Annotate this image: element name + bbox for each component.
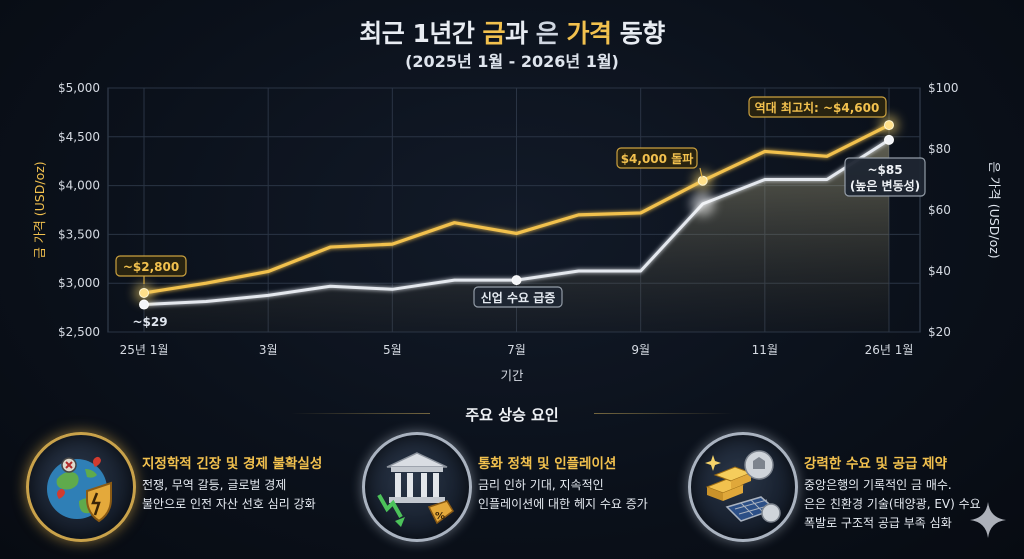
sparkle-icon: [970, 502, 1006, 538]
left-tick-label: $4,500: [58, 130, 100, 144]
factor-monetary-policy: % 통화 정책 및 인플레이션 금리 인하 기대, 지속적인 인플레이션에 대한…: [362, 432, 682, 542]
silver-point: [884, 134, 894, 145]
annotation-record-box: [748, 96, 887, 118]
left-tick-label: $4,000: [58, 179, 100, 193]
factor-demand-supply: 강력한 수요 및 공급 제약 중앙은행의 기록적인 금 매수. 은은 친환경 기…: [688, 432, 1008, 542]
chart-axes: $2,500 $3,000 $3,500 $4,000 $4,500 $5,000 $20 $…: [32, 81, 1002, 383]
factor-description: 전쟁, 무역 갈등, 글로벌 경제 불안으로 인전 자산 선호 심리 강화: [142, 478, 316, 511]
x-tick-label: 11월: [752, 343, 778, 357]
annotation-pointer: [699, 167, 703, 178]
left-tick-label: $5,000: [58, 81, 100, 95]
silver-area-fill: [144, 139, 889, 332]
gold-point: [884, 120, 894, 131]
annotation-volatility: (높은 변동성): [850, 178, 920, 193]
x-tick-label: 26년 1월: [865, 343, 914, 357]
annotation-silver-end-box: [844, 157, 926, 197]
factor-title: 강력한 수요 및 공급 제약: [804, 456, 947, 472]
title-price-word: 가격: [566, 19, 613, 48]
annotation-silver-start: ~$29: [132, 315, 167, 329]
title-gold-word: 금: [482, 19, 506, 48]
bank-inflation-icon: %: [362, 432, 472, 542]
x-axis-title: 기간: [500, 368, 524, 383]
annotation-4000-box: [616, 147, 698, 169]
right-tick-label: $20: [928, 325, 951, 339]
gold-point: [139, 287, 149, 298]
left-axis-title: 금 가격 (USD/oz): [32, 161, 47, 258]
annotation-record-high: 역대 최고치: ~$4,600: [755, 100, 880, 115]
right-axis-title: 은 가격 (USD/oz): [987, 161, 1002, 258]
right-tick-label: $60: [928, 203, 951, 217]
annotation-industrial-demand: 신업 수요 급증: [481, 290, 556, 305]
silver-area: [144, 139, 889, 332]
title-silver-word: 은: [535, 19, 559, 48]
factor-description: 금리 인하 기대, 지속적인 인플레이션에 대한 헤지 수요 증가: [478, 478, 648, 511]
globe-conflict-icon: [26, 432, 136, 542]
left-tick-label: $3,000: [58, 276, 100, 290]
factor-title: 통화 정책 및 인플레이션: [478, 456, 617, 472]
annotation-gold-start-box: [115, 255, 187, 277]
annotation-gold-start: ~$2,800: [123, 260, 179, 274]
svg-text:%: %: [435, 511, 445, 522]
x-tick-label: 9월: [631, 343, 650, 357]
section-divider-right: [594, 413, 734, 414]
left-tick-label: $2,500: [58, 325, 100, 339]
annotation-silver-end: ~$85: [867, 163, 902, 177]
chart-annotations: ~$2,800 ~$29 신업 수요 급증 $4,000 돌파 역대 최고치: ~$4,…: [115, 96, 926, 329]
silver-point: [139, 299, 149, 310]
chart-subtitle: (2025년 1월 - 2026년 1월): [405, 52, 619, 71]
left-tick-label: $3,500: [58, 227, 100, 241]
factor-description: 중앙은행의 기록적인 금 매수. 은은 친환경 기술(태양광, EV) 수요 폭…: [804, 478, 981, 530]
section-divider-left: [290, 413, 430, 414]
x-tick-label: 7월: [507, 343, 526, 357]
gold-bars-solar-icon: [688, 432, 798, 542]
x-tick-label: 3월: [259, 343, 278, 357]
price-chart: $2,500 $3,000 $3,500 $4,000 $4,500 $5,000 $20 $…: [32, 81, 1002, 383]
gold-line: [143, 123, 890, 295]
factor-title: 지정학적 긴장 및 경제 불확실성: [142, 456, 323, 472]
silver-point: [511, 275, 522, 286]
annotation-4000-breakthrough: $4,000 돌파: [621, 151, 694, 166]
chart-series: [134, 115, 899, 310]
annotation-industrial-box: [473, 286, 563, 308]
section-title: 주요 상승 요인: [465, 406, 559, 424]
right-tick-label: $80: [928, 142, 951, 156]
chart-title: 최근 1년간 금과 은 가격 동향: [359, 19, 665, 48]
gold-point: [697, 175, 708, 186]
right-tick-label: $40: [928, 264, 951, 278]
factor-geopolitics: 지정학적 긴장 및 경제 불확실성 전쟁, 무역 갈등, 글로벌 경제 불안으로…: [26, 432, 356, 542]
silver-surge-glow: [690, 191, 715, 216]
right-tick-label: $100: [928, 81, 959, 95]
x-tick-label: 25년 1월: [120, 343, 169, 357]
x-tick-label: 5월: [383, 343, 402, 357]
